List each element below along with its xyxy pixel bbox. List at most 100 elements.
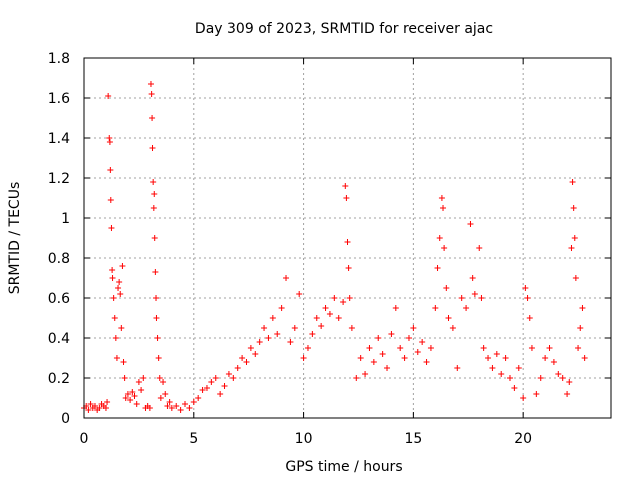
- data-point: [150, 205, 157, 211]
- data-point: [564, 391, 571, 397]
- data-point: [566, 379, 573, 385]
- data-point: [533, 391, 540, 397]
- y-tick-label: 1.8: [48, 51, 70, 67]
- data-point: [304, 345, 311, 351]
- data-point: [520, 395, 527, 401]
- data-point: [109, 267, 116, 273]
- data-point: [113, 355, 120, 361]
- data-point: [498, 371, 505, 377]
- data-point: [469, 275, 476, 281]
- data-point: [190, 399, 197, 405]
- data-point: [107, 167, 114, 173]
- plot-frame: [83, 57, 612, 419]
- y-tick-label: 1.2: [48, 171, 70, 187]
- data-point: [156, 375, 163, 381]
- data-point: [419, 339, 426, 345]
- data-point: [478, 295, 485, 301]
- data-point: [388, 331, 395, 337]
- y-tick-label: 0: [61, 411, 70, 427]
- data-point: [162, 391, 169, 397]
- data-point: [335, 315, 342, 321]
- data-point: [225, 371, 232, 377]
- data-point: [546, 345, 553, 351]
- data-point: [579, 305, 586, 311]
- data-point: [463, 305, 470, 311]
- data-point: [384, 365, 391, 371]
- data-point: [506, 375, 513, 381]
- data-point: [195, 395, 202, 401]
- data-point: [239, 355, 246, 361]
- data-point: [112, 335, 119, 341]
- data-point: [152, 269, 159, 275]
- data-point: [129, 389, 136, 395]
- data-point: [575, 345, 582, 351]
- data-series-ajac: [81, 81, 588, 413]
- data-point: [434, 265, 441, 271]
- data-point: [173, 403, 180, 409]
- data-point: [436, 235, 443, 241]
- data-point: [476, 245, 483, 251]
- data-point: [581, 355, 588, 361]
- x-tick-label: 5: [189, 431, 198, 447]
- data-point: [343, 195, 350, 201]
- data-point: [256, 339, 263, 345]
- data-point: [555, 371, 562, 377]
- y-tick-label: 1.4: [48, 131, 70, 147]
- data-point: [467, 221, 474, 227]
- data-point: [160, 379, 167, 385]
- data-point: [493, 351, 500, 357]
- data-point: [458, 295, 465, 301]
- chart-title: Day 309 of 2023, SRMTID for receiver aja…: [195, 21, 493, 37]
- data-point: [105, 93, 112, 99]
- data-point: [91, 403, 98, 409]
- data-point: [217, 391, 224, 397]
- data-point: [296, 291, 303, 297]
- data-point: [345, 265, 352, 271]
- data-point: [414, 349, 421, 355]
- data-point: [379, 351, 386, 357]
- data-point: [291, 325, 298, 331]
- data-point: [138, 387, 145, 393]
- data-point: [443, 285, 450, 291]
- data-point: [569, 179, 576, 185]
- data-point: [375, 335, 382, 341]
- x-axis-label: GPS time / hours: [285, 459, 402, 475]
- data-point: [274, 331, 281, 337]
- data-point: [340, 299, 347, 305]
- data-point: [164, 403, 171, 409]
- data-point: [440, 205, 447, 211]
- data-point: [110, 295, 117, 301]
- data-point: [528, 345, 535, 351]
- axis-ticks: 0 0.2 0.4 0.6 0.8 1 1.2 1.4 1.6 1.8 0 5 10 15 20: [48, 51, 611, 447]
- data-point: [140, 375, 147, 381]
- data-point: [85, 407, 92, 413]
- data-point: [502, 355, 509, 361]
- data-point: [269, 315, 276, 321]
- data-point: [147, 81, 154, 87]
- data-point: [151, 235, 158, 241]
- data-point: [133, 401, 140, 407]
- data-point: [348, 325, 355, 331]
- y-axis-label: SRMTID / TECUs: [7, 182, 23, 295]
- data-point: [96, 405, 103, 411]
- data-point: [104, 399, 111, 405]
- data-point: [283, 275, 290, 281]
- data-point: [221, 383, 228, 389]
- data-point: [252, 351, 259, 357]
- data-point: [182, 401, 189, 407]
- data-point: [151, 191, 158, 197]
- data-point: [423, 359, 430, 365]
- data-point: [489, 365, 496, 371]
- data-point: [432, 305, 439, 311]
- data-point: [243, 359, 250, 365]
- data-point: [108, 225, 115, 231]
- y-tick-label: 0.2: [48, 371, 70, 387]
- data-point: [353, 375, 360, 381]
- data-point: [449, 325, 456, 331]
- data-point: [427, 345, 434, 351]
- data-point: [109, 275, 116, 281]
- data-point: [106, 139, 113, 145]
- x-tick-label: 10: [295, 431, 313, 447]
- data-point: [537, 375, 544, 381]
